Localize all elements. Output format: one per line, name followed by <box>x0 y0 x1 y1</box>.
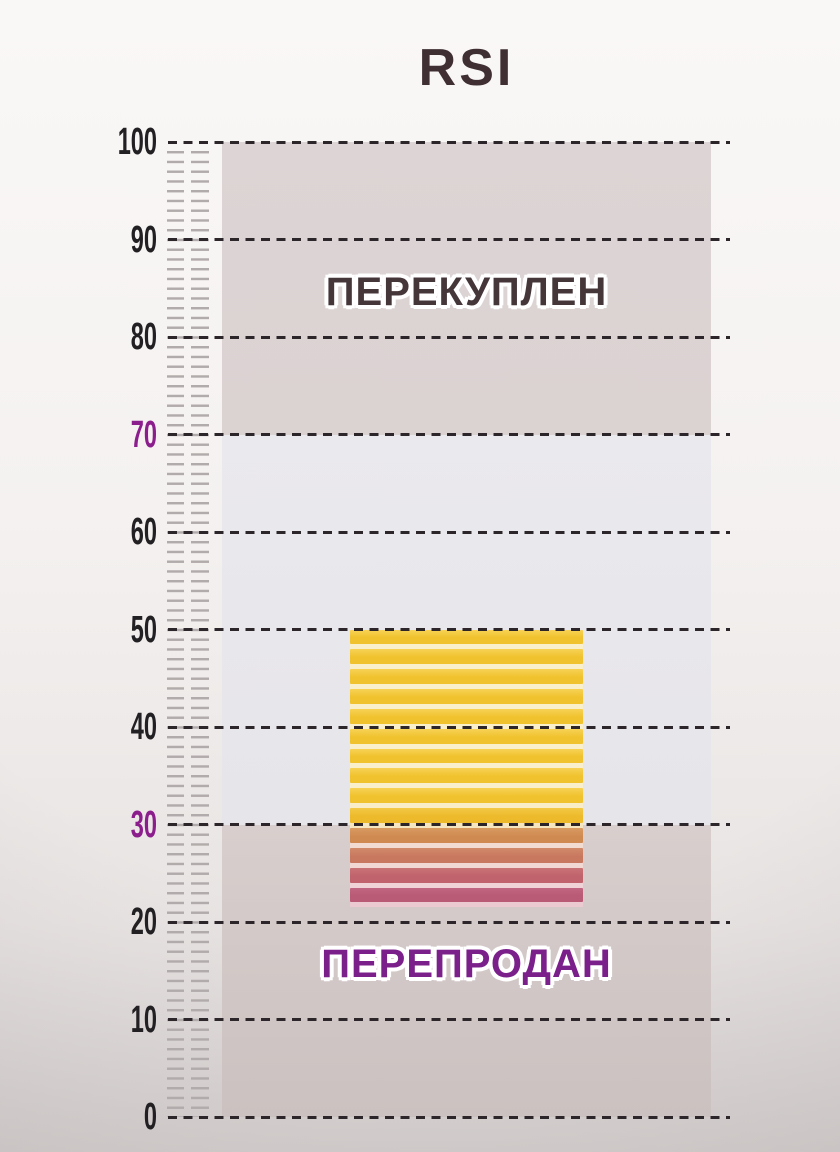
y-axis-label-70: 70 <box>130 413 157 456</box>
minor-tick-column-left <box>167 151 184 1117</box>
y-axis-label-50: 50 <box>130 608 157 651</box>
bar-stripe-body <box>350 708 583 724</box>
y-axis-label-90: 90 <box>130 218 157 261</box>
y-axis-label-0: 0 <box>143 1096 157 1138</box>
bar-stripe <box>350 788 583 809</box>
bar-stripe-body <box>350 808 583 823</box>
y-axis-label-40: 40 <box>130 706 157 748</box>
y-axis-label-80: 80 <box>130 316 157 358</box>
gridline-70 <box>168 433 730 436</box>
bar-stripe-body <box>350 847 583 863</box>
zone-overbought <box>222 142 711 435</box>
overbought-zone-label: ПЕРЕКУПЛЕН <box>325 270 608 314</box>
gridline-60 <box>168 530 730 534</box>
y-axis-label-20: 20 <box>130 901 157 943</box>
bar-stripe <box>350 708 583 729</box>
bar-stripe-body <box>350 669 583 685</box>
bar-stripe-body <box>350 629 583 645</box>
gridline-30 <box>168 823 730 826</box>
gridline-90 <box>168 238 730 241</box>
bar-stripe-body <box>350 887 583 903</box>
bar-stripe <box>350 728 583 749</box>
gridline-100 <box>168 140 730 144</box>
bar-stripe-body <box>350 748 583 764</box>
bar-stripe <box>350 827 583 848</box>
gridline-20 <box>168 920 730 924</box>
bar-stripe <box>350 748 583 769</box>
gridline-10 <box>168 1018 730 1021</box>
bar-stripe-body <box>350 768 583 784</box>
bar-stripe <box>350 887 583 908</box>
gridline-40 <box>168 725 730 729</box>
rsi-value-bar <box>350 629 583 908</box>
y-axis-label-30: 30 <box>130 803 157 846</box>
gridline-50 <box>168 628 730 631</box>
y-axis-label-100: 100 <box>117 121 157 163</box>
bar-stripe <box>350 689 583 709</box>
minor-tick-column-right <box>191 151 209 1117</box>
bar-stripe-body <box>350 867 583 883</box>
bar-stripe <box>350 649 583 670</box>
bar-stripe <box>350 629 583 650</box>
bar-stripe <box>350 867 583 888</box>
gridline-80 <box>168 335 730 339</box>
bar-stripe-body <box>350 689 583 704</box>
bar-stripe-body <box>350 788 583 804</box>
gridline-0 <box>168 1115 730 1119</box>
bar-stripe-body <box>350 649 583 665</box>
y-axis-label-60: 60 <box>130 511 157 553</box>
bar-stripe-body <box>350 728 583 744</box>
bar-stripe <box>350 768 583 789</box>
y-axis-label-10: 10 <box>130 998 157 1041</box>
oversold-zone-label: ПЕРЕПРОДАН <box>321 942 612 986</box>
bar-stripe <box>350 847 583 868</box>
chart-title: RSI <box>418 39 515 97</box>
bar-stripe-body <box>350 827 583 843</box>
bar-stripe <box>350 669 583 690</box>
